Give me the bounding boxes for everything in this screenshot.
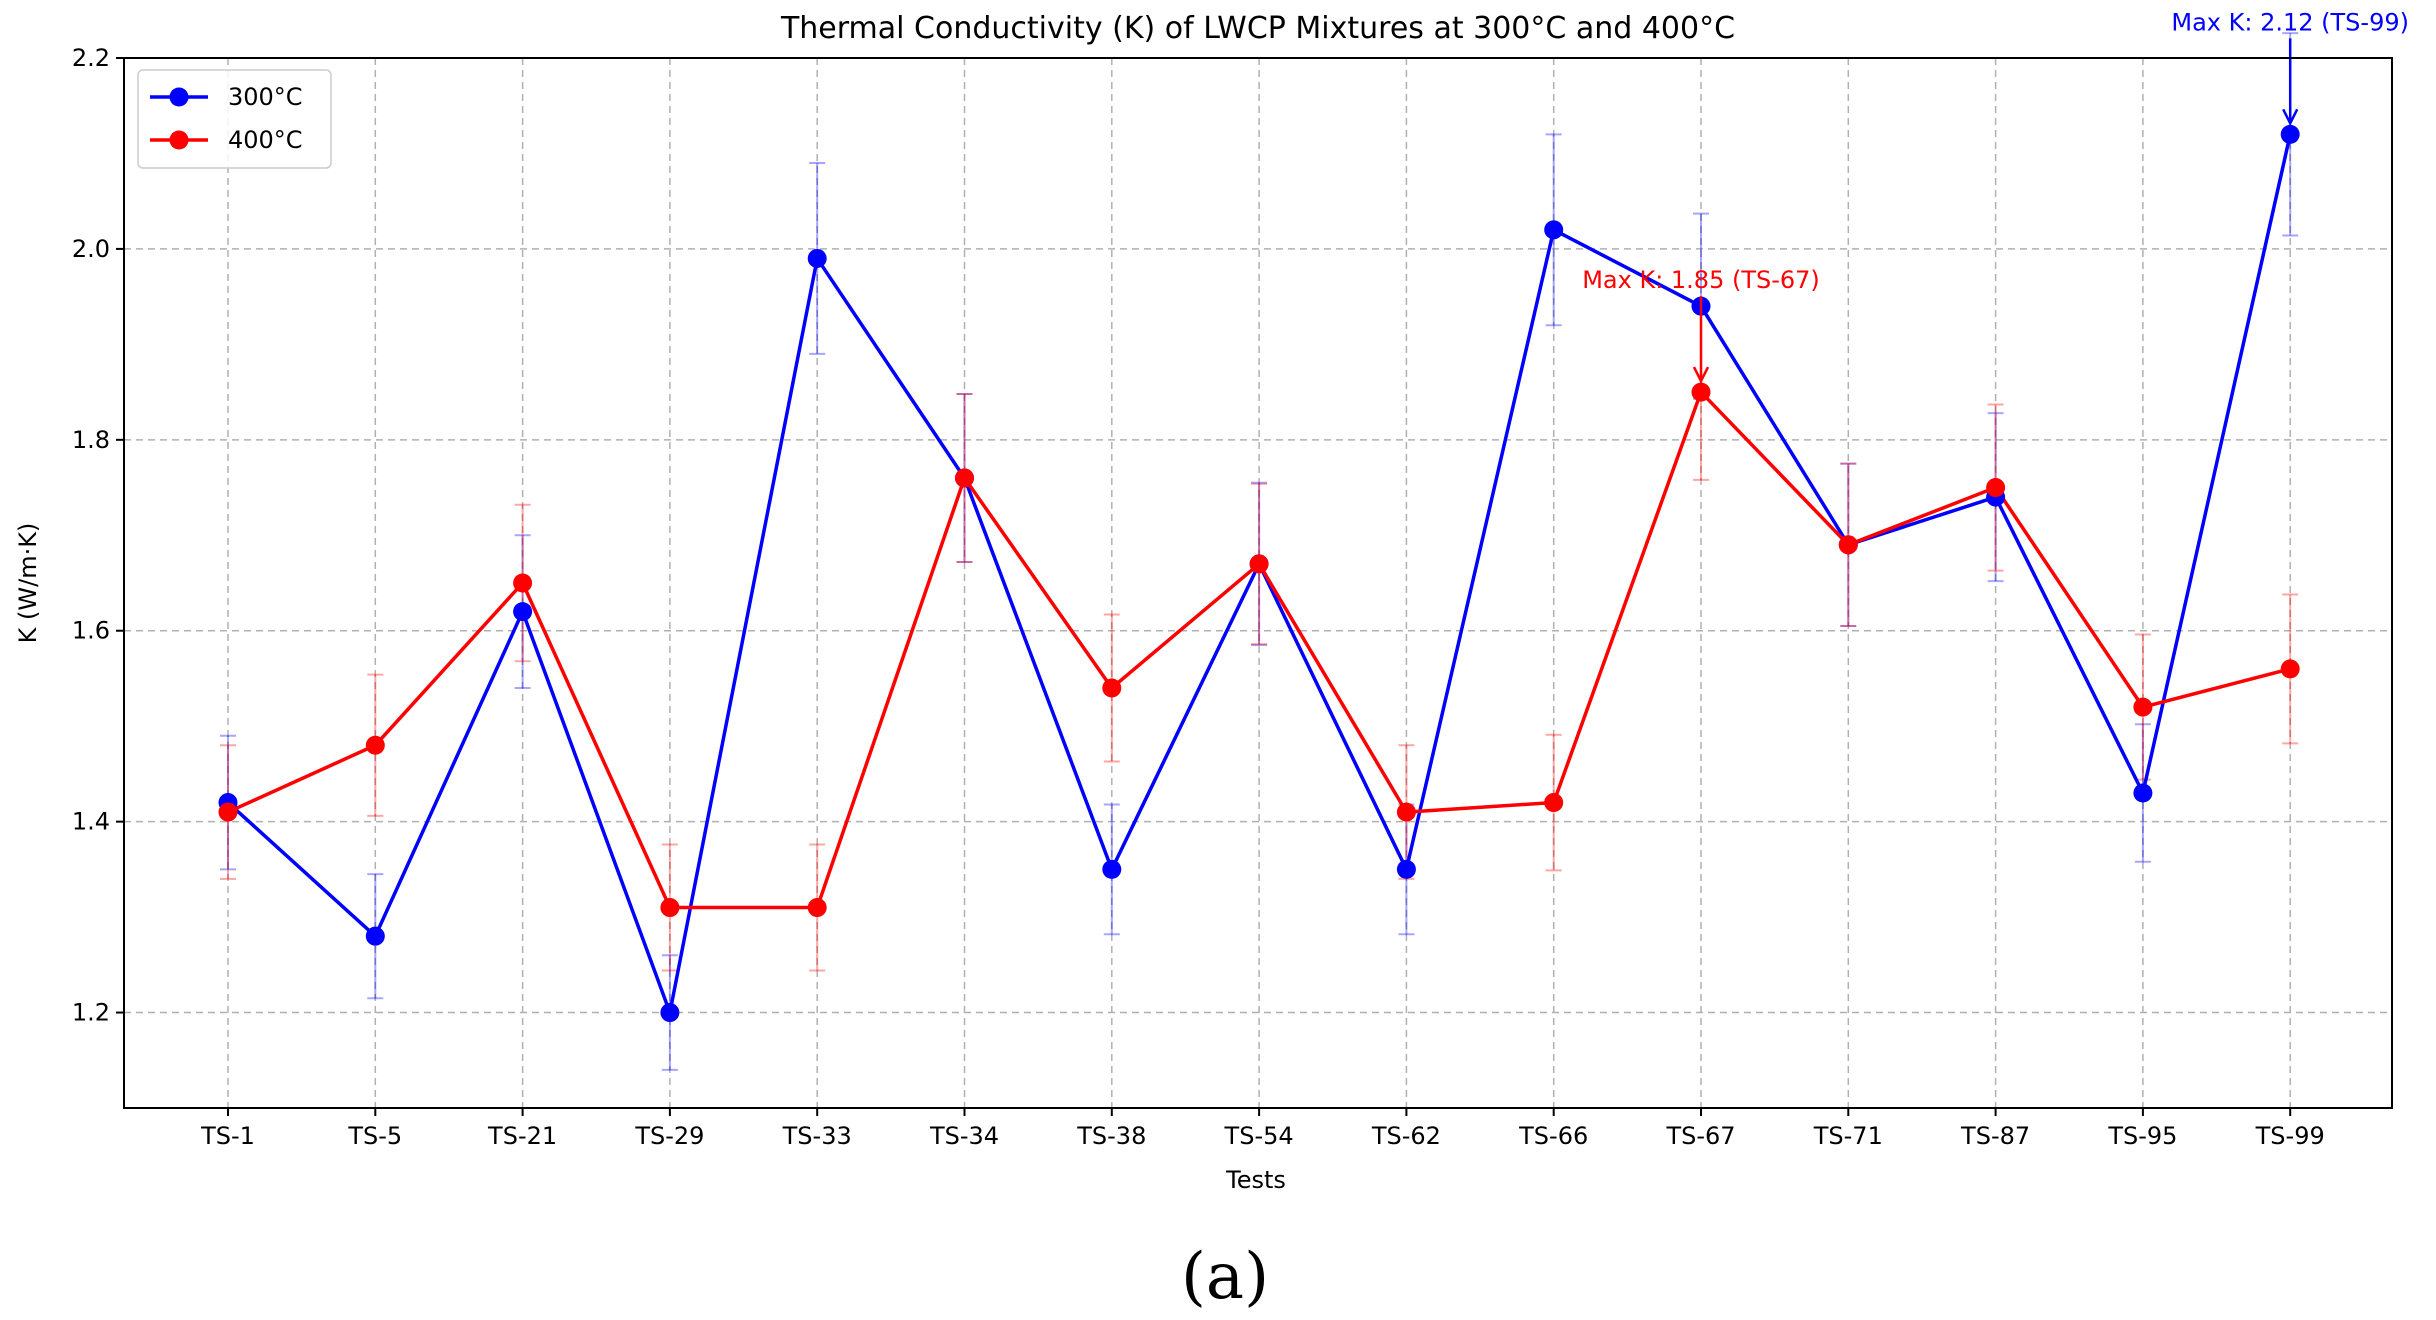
chart-title: Thermal Conductivity (K) of LWCP Mixture… xyxy=(780,11,1735,46)
y-tick-label-1.8: 1.8 xyxy=(72,426,110,454)
data-point-400C-TS-1[interactable] xyxy=(218,802,238,822)
data-point-300C-TS-29[interactable] xyxy=(660,1003,680,1023)
data-point-300C-TS-66[interactable] xyxy=(1544,220,1564,240)
data-point-300C-TS-21[interactable] xyxy=(513,602,533,622)
plot-frame xyxy=(123,57,2393,1109)
annotation-arrow-head xyxy=(2282,108,2299,127)
data-point-300C-TS-38[interactable] xyxy=(1102,859,1122,879)
data-point-400C-TS-29[interactable] xyxy=(660,898,680,918)
x-tick-label-TS-66: TS-66 xyxy=(1518,1122,1588,1150)
annotation-TS-99: Max K: 2.12 (TS-99) xyxy=(2171,8,2409,127)
data-point-300C-TS-99[interactable] xyxy=(2280,124,2300,144)
data-point-400C-TS-34[interactable] xyxy=(955,468,974,488)
annotation-TS-67: Max K: 1.85 (TS-67) xyxy=(1582,266,1820,384)
legend-item-400C[interactable]: 400°C xyxy=(150,126,303,154)
data-point-400C-TS-21[interactable] xyxy=(513,573,533,593)
data-point-400C-TS-38[interactable] xyxy=(1102,678,1122,698)
x-tick-label-TS-54: TS-54 xyxy=(1224,1122,1294,1150)
x-axis-label: Tests xyxy=(1225,1166,1286,1194)
grid xyxy=(124,57,2392,1108)
x-tick-label-TS-99: TS-99 xyxy=(2255,1122,2325,1150)
legend-label: 300°C xyxy=(228,83,303,111)
data-point-400C-TS-99[interactable] xyxy=(2280,659,2300,679)
data-point-300C-TS-62[interactable] xyxy=(1396,859,1416,879)
x-tick-label-TS-87: TS-87 xyxy=(1960,1122,2030,1150)
x-tick-label-TS-38: TS-38 xyxy=(1076,1122,1146,1150)
legend-swatch-marker xyxy=(169,130,189,150)
panel-label: (a) xyxy=(1181,1240,1269,1314)
y-tick-label-2.2: 2.2 xyxy=(72,44,110,72)
x-tick-label-TS-29: TS-29 xyxy=(634,1122,704,1150)
y-tick-label-1.4: 1.4 xyxy=(72,808,110,836)
data-point-400C-TS-54[interactable] xyxy=(1249,554,1269,574)
y-tick-label-2.0: 2.0 xyxy=(72,235,110,263)
x-tick-label-TS-21: TS-21 xyxy=(487,1122,557,1150)
data-point-400C-TS-5[interactable] xyxy=(365,735,385,755)
x-tick-label-TS-1: TS-1 xyxy=(200,1122,255,1150)
data-point-400C-TS-87[interactable] xyxy=(1986,478,2006,498)
legend[interactable]: 300°C 400°C xyxy=(137,69,332,169)
legend-label: 400°C xyxy=(228,126,303,154)
x-tick-label-TS-34: TS-34 xyxy=(929,1122,999,1150)
y-tick-label-1.6: 1.6 xyxy=(72,617,110,645)
x-tick-label-TS-33: TS-33 xyxy=(782,1122,852,1150)
data-point-300C-TS-5[interactable] xyxy=(365,926,385,946)
data-point-400C-TS-62[interactable] xyxy=(1396,802,1416,822)
legend-swatch-marker xyxy=(169,87,189,107)
legend-item-300C[interactable]: 300°C xyxy=(150,83,303,111)
data-point-400C-TS-33[interactable] xyxy=(807,898,827,918)
y-axis-label: K (W/m·K) xyxy=(14,523,42,644)
x-tick-label-TS-71: TS-71 xyxy=(1813,1122,1883,1150)
data-point-400C-TS-66[interactable] xyxy=(1544,793,1564,813)
data-point-300C-TS-33[interactable] xyxy=(807,248,827,268)
data-points xyxy=(218,124,2300,1023)
x-tick-label-TS-62: TS-62 xyxy=(1371,1122,1441,1150)
data-point-300C-TS-95[interactable] xyxy=(2133,783,2153,803)
annotations: Max K: 2.12 (TS-99) Max K: 1.85 (TS-67) xyxy=(1582,8,2409,384)
annotation-text: Max K: 1.85 (TS-67) xyxy=(1582,266,1820,294)
y-tick-label-1.2: 1.2 xyxy=(72,999,110,1027)
annotation-arrow-head xyxy=(1692,366,1710,384)
data-point-400C-TS-67[interactable] xyxy=(1691,382,1711,402)
annotation-text: Max K: 2.12 (TS-99) xyxy=(2171,8,2409,36)
data-point-400C-TS-71[interactable] xyxy=(1838,535,1858,555)
data-point-400C-TS-95[interactable] xyxy=(2133,697,2153,717)
x-tick-label-TS-5: TS-5 xyxy=(347,1122,402,1150)
x-tick-label-TS-95: TS-95 xyxy=(2107,1122,2177,1150)
axis-ticks: TS-1 TS-5 TS-21 TS-29 TS-33 TS-34 TS-38 TS-54 TS… xyxy=(72,44,2325,1150)
x-tick-label-TS-67: TS-67 xyxy=(1665,1122,1735,1150)
